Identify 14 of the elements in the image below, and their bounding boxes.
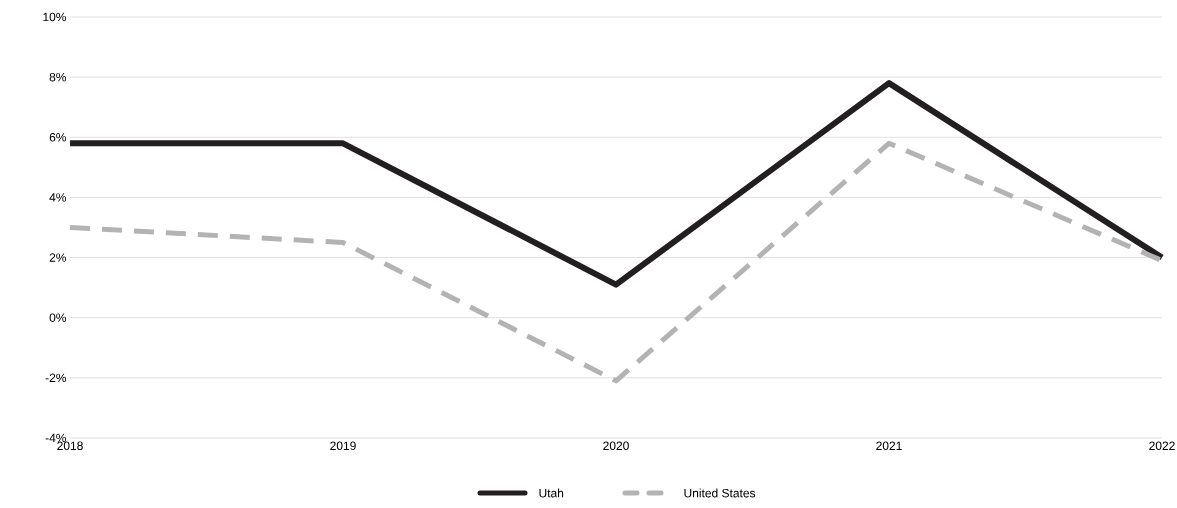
y-tick-label: 6% (49, 133, 67, 142)
y-tick-label: 0% (49, 313, 67, 322)
x-tick-label: 2019 (330, 441, 356, 451)
y-tick-label: 2% (49, 253, 67, 262)
x-tick-label: 2021 (876, 441, 902, 451)
x-tick-label: 2022 (1149, 441, 1175, 451)
y-tick-label: 4% (49, 193, 67, 202)
x-tick-label: 2018 (57, 441, 83, 451)
y-tick-label: 8% (49, 72, 67, 82)
y-tick-label: -2% (45, 373, 67, 383)
x-tick-label: 2020 (603, 441, 629, 451)
y-tick-label: 10% (43, 12, 67, 22)
legend-label: United States (684, 488, 756, 498)
legend-label: Utah (539, 488, 564, 498)
